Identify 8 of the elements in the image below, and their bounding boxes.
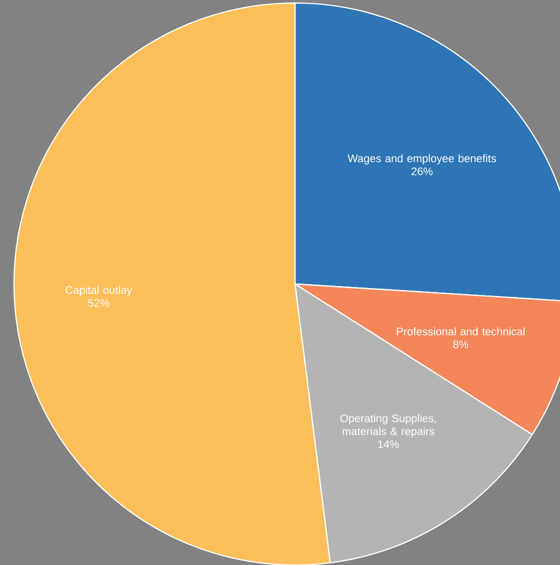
data-label: 14% xyxy=(378,440,399,448)
slice-label: Operating Supplies, materials & repairs xyxy=(340,414,436,438)
slice-label: Wages and employee benefits xyxy=(348,154,496,164)
slice-label: Capital outlay xyxy=(66,286,132,296)
data-label: 52% xyxy=(88,299,110,307)
data-label: 26% xyxy=(412,167,433,176)
slice-label: Professional and technical xyxy=(397,327,524,336)
data-label: 8% xyxy=(453,340,468,348)
